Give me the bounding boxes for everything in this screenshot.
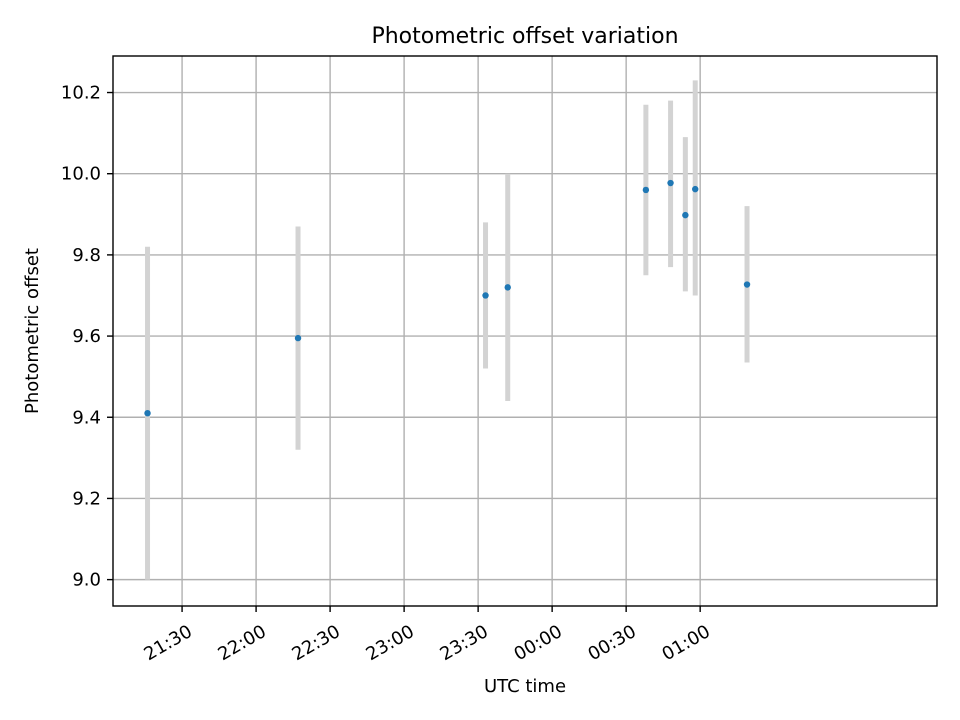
data-point (144, 409, 151, 417)
y-tick-label: 9.4 (72, 407, 101, 428)
x-tick-label: 22:30 (288, 621, 343, 665)
data-point (642, 186, 650, 194)
x-tick-label: 01:00 (659, 621, 714, 665)
data-point (294, 334, 302, 342)
grid (113, 56, 937, 606)
y-tick-label: 10.0 (61, 164, 101, 185)
data-point (667, 179, 674, 187)
data-point (482, 292, 489, 299)
data-point (743, 281, 751, 288)
x-tick-label: 21:30 (140, 621, 195, 665)
y-tick-label: 9.8 (72, 245, 101, 266)
axis-ticks: 21:30 22:00 22:30 23:00 23:30 00:00 00:30 01:00… (61, 83, 714, 666)
x-tick-label: 23:30 (437, 621, 492, 665)
chart-title: Photometric offset variation (371, 24, 678, 49)
x-tick-label: 22:00 (214, 621, 269, 665)
y-tick-label: 9.6 (72, 326, 101, 347)
data-point (682, 211, 689, 219)
data-point (692, 185, 699, 193)
x-tick-label: 00:00 (511, 621, 566, 665)
y-axis-label: Photometric offset (22, 248, 43, 414)
x-tick-label: 00:30 (585, 621, 640, 665)
data-point (504, 284, 511, 291)
y-tick-label: 9.2 (72, 488, 101, 509)
y-tick-label: 9.0 (72, 570, 101, 591)
y-tick-label: 10.2 (61, 83, 101, 104)
x-axis-label: UTC time (484, 676, 566, 697)
error-bars (145, 80, 750, 580)
plot-frame (112, 55, 938, 607)
x-tick-label: 23:00 (362, 621, 417, 665)
data-points (144, 179, 751, 417)
